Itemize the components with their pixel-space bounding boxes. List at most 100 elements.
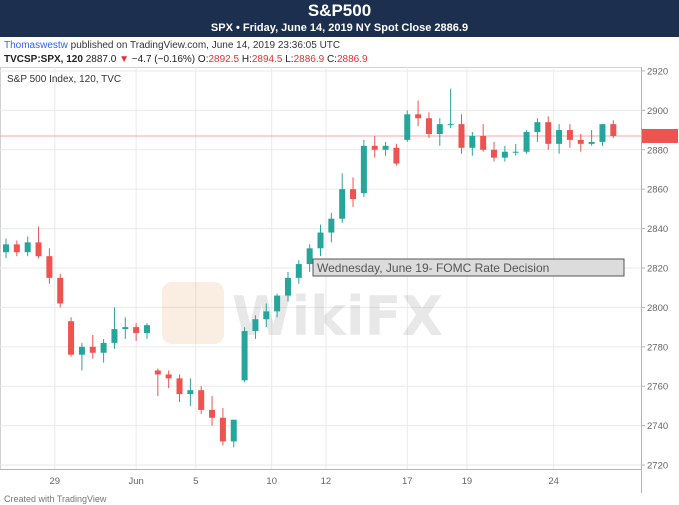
candle — [371, 135, 378, 158]
candle-body — [209, 409, 216, 418]
candle-body — [480, 135, 487, 150]
candle — [360, 139, 367, 198]
candle — [610, 120, 617, 138]
fomc-annotation: Wednesday, June 19- FOMC Rate Decision — [312, 258, 625, 277]
candle — [306, 244, 313, 272]
candle-body — [469, 135, 476, 148]
candle — [78, 342, 85, 371]
candle-body — [501, 151, 508, 158]
chart-title: S&P500 — [307, 1, 372, 20]
candle-body — [436, 124, 443, 134]
candle — [480, 124, 487, 152]
candle-body — [133, 327, 140, 334]
candle-body — [252, 319, 259, 332]
candle — [328, 212, 335, 243]
y-tick-label: 2860 — [647, 185, 668, 196]
candle-body — [523, 132, 530, 152]
chart-header: S&P500 SPX • Friday, June 14, 2019 NY Sp… — [0, 0, 679, 37]
candle — [46, 248, 53, 284]
candle — [415, 100, 422, 127]
candle-body — [534, 122, 541, 133]
candle — [599, 124, 606, 146]
candle — [230, 419, 237, 448]
chart-subtitle: SPX • Friday, June 14, 2019 NY Spot Clos… — [210, 22, 469, 34]
candle-body — [165, 374, 172, 379]
candle — [13, 240, 20, 257]
candle-body — [404, 114, 411, 140]
candle-body — [610, 124, 617, 136]
candle-body — [46, 256, 53, 278]
candle — [545, 116, 552, 150]
candle-body — [306, 248, 313, 265]
candle-body — [24, 242, 31, 253]
candle-body — [176, 378, 183, 395]
candle-body — [3, 244, 9, 253]
candle-body — [284, 277, 291, 296]
candle — [556, 124, 563, 154]
candle-body — [187, 390, 194, 395]
candle — [241, 327, 248, 383]
candle-body — [447, 124, 454, 126]
y-tick-label: 2840 — [647, 224, 668, 235]
candle-body — [143, 325, 150, 334]
x-tick-label: 12 — [321, 476, 332, 487]
candle-body — [328, 218, 335, 233]
candle-body — [415, 114, 422, 119]
candle — [122, 317, 129, 339]
candle — [317, 224, 324, 257]
candle — [133, 323, 140, 341]
low-label: L: — [285, 54, 294, 65]
candle-body — [360, 145, 367, 194]
y-tick-label: 2740 — [647, 421, 668, 432]
candle-body — [263, 311, 270, 320]
candle — [404, 110, 411, 142]
candle-body — [382, 145, 389, 150]
change-value: −4.7 (−0.16%) — [131, 54, 196, 65]
candle-body — [599, 124, 606, 142]
y-tick-label: 2720 — [647, 461, 668, 472]
watermark-badge — [162, 282, 224, 344]
current-price-marker — [642, 128, 678, 143]
candle — [100, 338, 107, 363]
publish-line: Thomaswestw published on TradingView.com… — [4, 40, 340, 51]
chart-area[interactable]: 2720 2740 2760 2780 2800 2820 2840 2860 2880 2900… — [0, 67, 679, 493]
candle-body — [317, 232, 324, 249]
candle — [382, 141, 389, 156]
candle-body — [78, 346, 85, 355]
last-price: 2887.0 — [85, 54, 117, 65]
low-value: 2886.9 — [293, 54, 325, 65]
candle — [339, 173, 346, 223]
y-tick-label: 2800 — [647, 303, 668, 314]
y-tick-label: 2880 — [647, 145, 668, 156]
close-label: C: — [326, 54, 337, 65]
candlestick-chart[interactable]: 2720 2740 2760 2780 2800 2820 2840 2860 2880 2900… — [0, 67, 679, 493]
candle — [154, 368, 161, 397]
high-value: 2894.5 — [251, 54, 283, 65]
x-tick-label: 24 — [548, 476, 559, 487]
candle — [458, 114, 465, 154]
candle — [523, 130, 530, 154]
candle — [469, 132, 476, 156]
candle-body — [241, 331, 248, 381]
publisher-link[interactable]: Thomaswestw — [4, 40, 68, 51]
x-tick-label: 10 — [266, 476, 277, 487]
candle-body — [57, 277, 64, 304]
annotation-box — [312, 258, 625, 277]
x-tick-label: 17 — [402, 476, 413, 487]
candle-body — [512, 151, 519, 153]
candle-body — [13, 244, 20, 253]
candle — [209, 396, 216, 426]
candle — [534, 118, 541, 142]
candle — [219, 407, 226, 446]
candle — [252, 315, 259, 339]
candle — [111, 307, 118, 349]
candle-body — [556, 130, 563, 144]
candle — [436, 118, 443, 146]
close-value: 2886.9 — [336, 54, 368, 65]
candle — [274, 293, 281, 318]
y-tick-label: 2760 — [647, 382, 668, 393]
candle — [35, 226, 42, 259]
series-label: S&P 500 Index, 120, TVC — [7, 74, 121, 85]
candle — [3, 238, 9, 259]
open-value: 2892.5 — [208, 54, 240, 65]
